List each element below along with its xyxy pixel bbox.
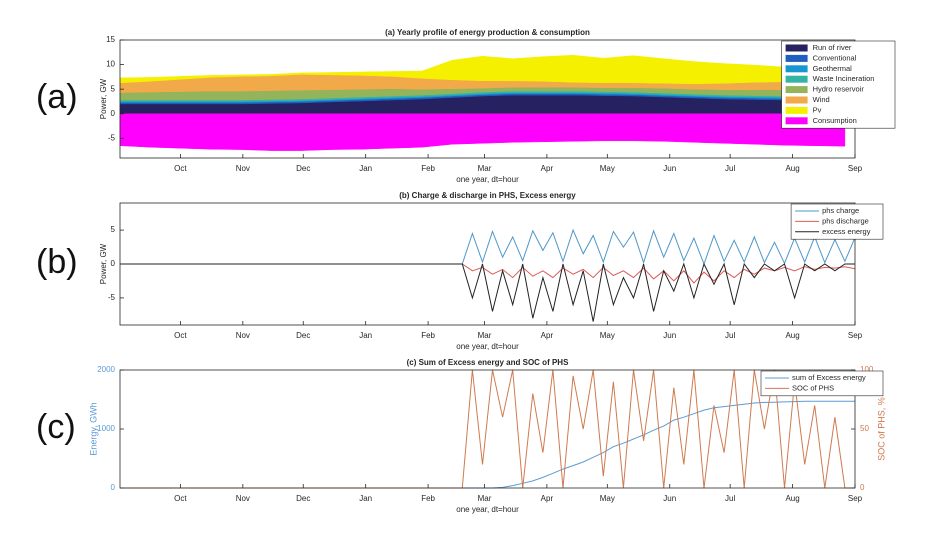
legend-swatch [785, 117, 808, 125]
line [120, 228, 856, 266]
plot-area [119, 54, 846, 151]
legend-swatch [785, 75, 808, 83]
x-tick-label: Nov [236, 494, 250, 503]
legend-label: phs discharge [822, 216, 869, 225]
y-tick-label: 2000 [97, 365, 115, 374]
y-tick-label: 1000 [97, 424, 115, 433]
line [120, 369, 855, 489]
x-axis-label: one year, dt=hour [456, 342, 519, 351]
y-axis-label: Energy, GWh [88, 402, 98, 455]
x-tick-label: Jun [663, 164, 676, 173]
legend-label: SOC of PHS [792, 383, 834, 392]
legend-swatch [785, 44, 808, 52]
x-tick-label: Dec [296, 331, 310, 340]
legend-label: Waste Incineration [813, 74, 875, 83]
x-tick-label: Feb [421, 494, 435, 503]
x-tick-label: May [600, 331, 615, 340]
x-tick-label: May [600, 494, 615, 503]
legend-label: Run of river [813, 43, 852, 52]
legend-label: Geothermal [813, 64, 853, 73]
y-tick-label: -5 [108, 293, 116, 302]
plot-area [120, 369, 855, 489]
y2-tick-label: 50 [860, 424, 869, 433]
panel-label: (a) [36, 78, 78, 116]
x-tick-label: May [600, 164, 615, 173]
y-tick-label: 0 [111, 483, 116, 492]
area [119, 113, 846, 151]
x-tick-label: Jan [359, 494, 372, 503]
x-tick-label: Aug [785, 494, 799, 503]
legend-label: Hydro reservoir [813, 85, 865, 94]
legend-label: Consumption [813, 116, 857, 125]
legend-swatch [785, 86, 808, 94]
x-tick-label: Apr [541, 494, 554, 503]
x-tick-label: Sep [848, 494, 863, 503]
y-tick-label: 15 [106, 35, 115, 44]
y2-tick-label: 0 [860, 483, 865, 492]
plot-area [120, 228, 856, 322]
axes-frame [119, 369, 856, 489]
legend-swatch [785, 65, 808, 73]
x-tick-label: Aug [785, 164, 799, 173]
x-tick-label: Mar [478, 164, 492, 173]
legend-label: Wind [813, 95, 830, 104]
panel-label: (b) [36, 243, 78, 281]
panel-label: (c) [36, 408, 76, 446]
legend-label: excess energy [822, 227, 871, 236]
x-tick-label: Feb [421, 164, 435, 173]
x-tick-label: Mar [478, 494, 492, 503]
legend-swatch [785, 106, 808, 114]
x-tick-label: Sep [848, 331, 863, 340]
y2-axis-label: SOC of PHS, % [876, 397, 886, 461]
x-tick-label: Oct [174, 494, 187, 503]
x-tick-label: Oct [174, 331, 187, 340]
x-tick-label: Jan [359, 164, 372, 173]
y2-tick-label: 100 [860, 365, 874, 374]
x-tick-label: Nov [236, 331, 250, 340]
x-tick-label: Oct [174, 164, 187, 173]
x-tick-label: Mar [478, 331, 492, 340]
x-tick-label: Feb [421, 331, 435, 340]
chart-title: (b) Charge & discharge in PHS, Excess en… [399, 191, 576, 200]
chart-title: (c) Sum of Excess energy and SOC of PHS [407, 358, 569, 367]
x-tick-label: Jul [725, 164, 735, 173]
x-tick-label: Dec [296, 494, 310, 503]
y-tick-label: 0 [111, 259, 116, 268]
legend-label: sum of Excess energy [792, 373, 866, 382]
x-tick-label: Dec [296, 164, 310, 173]
y-tick-label: 10 [106, 60, 115, 69]
legend-box [760, 370, 884, 397]
line [120, 263, 856, 284]
x-axis-label: one year, dt=hour [456, 505, 519, 514]
legend-label: Pv [813, 105, 822, 114]
y-tick-label: 5 [111, 84, 116, 93]
line [120, 262, 855, 322]
x-tick-label: Apr [541, 331, 554, 340]
x-tick-label: Jun [663, 494, 676, 503]
y-tick-label: 5 [111, 225, 116, 234]
x-tick-label: Nov [236, 164, 250, 173]
chart-title: (a) Yearly profile of energy production … [385, 28, 590, 37]
y-tick-label: -5 [108, 133, 116, 142]
x-tick-label: Aug [785, 331, 799, 340]
y-tick-label: 0 [111, 109, 116, 118]
x-tick-label: Jul [725, 331, 735, 340]
legend-swatch [785, 54, 808, 62]
x-tick-label: Sep [848, 164, 863, 173]
x-tick-label: Jun [663, 331, 676, 340]
x-axis-label: one year, dt=hour [456, 175, 519, 184]
y-axis-label: Power, GW [99, 78, 108, 119]
legend-label: phs charge [822, 206, 859, 215]
y-axis-label: Power, GW [99, 243, 108, 284]
legend-swatch [785, 96, 808, 104]
legend-label: Conventional [813, 53, 857, 62]
x-tick-label: Jul [725, 494, 735, 503]
x-tick-label: Apr [541, 164, 554, 173]
x-tick-label: Jan [359, 331, 372, 340]
